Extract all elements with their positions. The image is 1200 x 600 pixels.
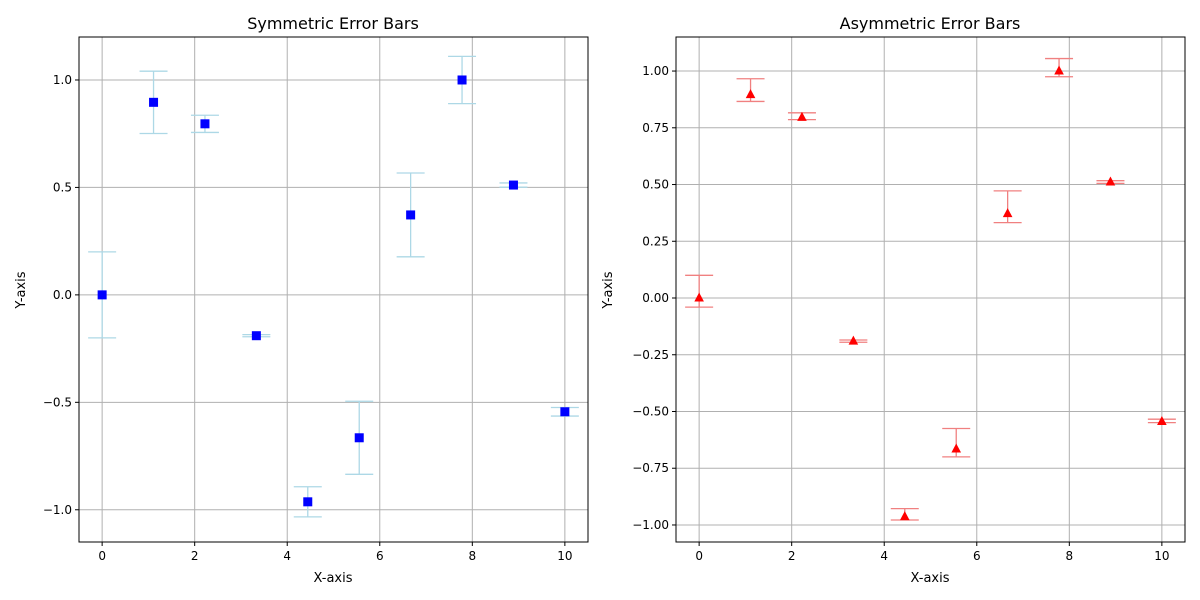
y-tick-label: −0.25 [632,348,669,362]
y-tick-label: −0.75 [632,461,669,475]
x-tick-label: 8 [468,549,476,563]
y-tick-label: 0.25 [642,234,669,248]
y-tick-label: 0.0 [53,288,72,302]
data-point [508,180,518,190]
data-point [848,335,859,345]
x-axis-label: X-axis [314,571,353,586]
x-tick-label: 0 [98,549,106,563]
data-point [149,97,159,107]
data-point [694,292,704,302]
data-point [899,511,910,521]
error-bar [993,190,1022,224]
plot-frame [675,36,1186,543]
data-point [97,290,107,300]
data-point [200,119,210,129]
x-tick-label: 6 [973,549,981,563]
plot-frame [78,36,589,543]
data-point [560,407,570,417]
data-point [457,75,467,85]
y-tick-label: 0.5 [53,180,72,194]
grid [79,37,588,542]
x-tick-label: 8 [1065,549,1073,563]
x-axis-label: X-axis [911,571,950,586]
y-tick-label: 1.00 [642,64,669,78]
y-tick-label: −0.5 [43,395,72,409]
x-tick-label: 4 [283,549,291,563]
data-point [1157,415,1167,425]
data-point [303,497,313,507]
y-axis-label: Y-axis [14,271,29,309]
data-point [951,443,962,453]
data-point [354,433,364,443]
data-point [1002,208,1013,218]
data-point [406,210,416,220]
y-tick-label: 0.50 [642,178,669,192]
error-bar [942,427,971,458]
y-tick-label: −0.50 [632,404,669,418]
data-point [1054,65,1064,75]
y-tick-label: 0.00 [642,291,669,305]
data-point [745,89,756,99]
x-tick-label: 2 [788,549,796,563]
right-chart-panel: Asymmetric Error Bars X-axis Y-axis 0 2 4 6… [601,14,1186,586]
x-tick-label: 6 [376,549,384,563]
y-tick-label: −1.00 [632,518,669,532]
data-marks [88,55,579,518]
y-axis-label: Y-axis [601,271,616,309]
x-tick-label: 0 [695,549,703,563]
y-tick-label: 1.0 [53,73,72,87]
data-marks [685,57,1176,521]
x-tick-label: 10 [1154,549,1169,563]
x-tick-label: 10 [557,549,572,563]
data-point [1105,176,1116,186]
y-tick-label: −1.0 [43,503,72,517]
data-point [797,111,807,121]
y-tick-label: 0.75 [642,121,669,135]
grid [676,37,1185,542]
data-point [251,331,261,341]
left-chart-panel: Symmetric Error Bars X-axis Y-axis 0 2 4 6 8… [14,14,589,586]
chart-title: Symmetric Error Bars [247,14,419,33]
x-tick-label: 4 [880,549,888,563]
error-bar [685,274,714,308]
chart-title: Asymmetric Error Bars [840,14,1021,33]
x-tick-label: 2 [191,549,199,563]
